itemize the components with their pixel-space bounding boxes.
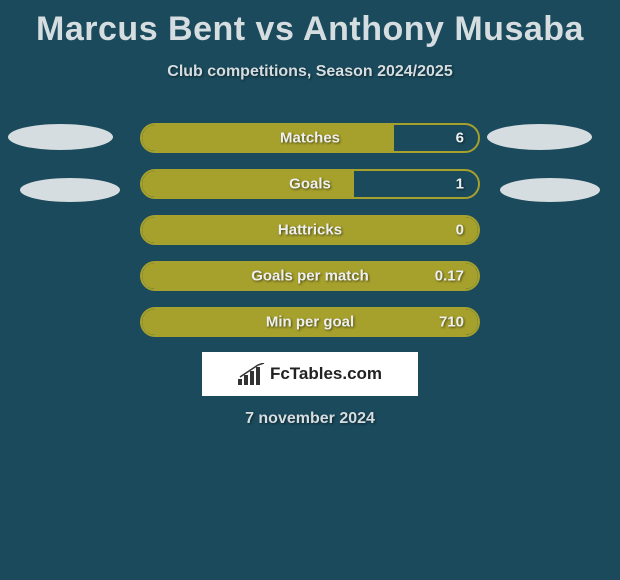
player-marker-3 (500, 178, 600, 202)
stat-row-goals-per-match: Goals per match0.17 (140, 261, 480, 291)
brand-box: FcTables.com (202, 352, 418, 396)
player-marker-0 (8, 124, 113, 150)
subtitle: Club competitions, Season 2024/2025 (0, 63, 620, 81)
stat-value: 1 (456, 176, 464, 193)
stat-row-min-per-goal: Min per goal710 (140, 307, 480, 337)
stat-label: Goals (142, 176, 478, 193)
stat-row-hattricks: Hattricks0 (140, 215, 480, 245)
stat-value: 0.17 (435, 268, 464, 285)
stat-row-matches: Matches6 (140, 123, 480, 153)
stat-label: Hattricks (142, 222, 478, 239)
date-text: 7 november 2024 (0, 410, 620, 428)
stat-label: Matches (142, 130, 478, 147)
player-marker-1 (487, 124, 592, 150)
stat-row-goals: Goals1 (140, 169, 480, 199)
brand-icon (238, 363, 266, 385)
chart-container: Marcus Bent vs Anthony Musaba Club compe… (0, 0, 620, 580)
stat-label: Min per goal (142, 314, 478, 331)
stat-label: Goals per match (142, 268, 478, 285)
brand-text: FcTables.com (270, 364, 382, 384)
stat-value: 6 (456, 130, 464, 147)
player-marker-2 (20, 178, 120, 202)
stat-value: 710 (439, 314, 464, 331)
page-title: Marcus Bent vs Anthony Musaba (0, 0, 620, 49)
stat-value: 0 (456, 222, 464, 239)
